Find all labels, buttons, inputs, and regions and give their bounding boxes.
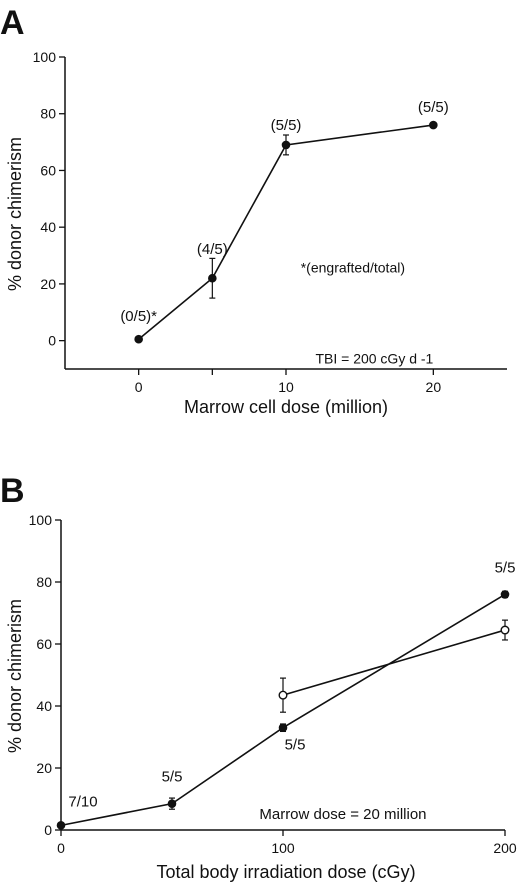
filled-point-a: [429, 120, 438, 130]
y-tick-label-a: 60: [40, 162, 56, 178]
x-axis-title-a: Marrow cell dose (million): [184, 397, 388, 417]
x-tick-label-b: 200: [493, 840, 517, 856]
panel-letter-b: B: [0, 472, 25, 510]
y-tick-label-a: 20: [40, 276, 56, 292]
panel-letter-a: A: [0, 4, 25, 42]
y-tick-label-b: 40: [36, 698, 52, 714]
y-tick-label-b: 80: [36, 574, 52, 590]
x-tick-label-b: 0: [57, 840, 65, 856]
y-tick-label-b: 0: [44, 822, 52, 838]
marks-b: 7/10 5/5 5/5 5/5: [56, 559, 516, 830]
x-tick-label-b: 100: [271, 840, 295, 856]
axes-b: 0 20 40 60 80 100 0 100 200: [29, 512, 517, 856]
footnote-annotation: *(engrafted/total): [301, 260, 405, 276]
point-label-b: 5/5: [495, 559, 516, 576]
y-tick-label-a: 100: [33, 49, 57, 65]
panel-a: A % donor chimerism Marrow cell dose (mi…: [0, 4, 507, 417]
series-line-b-0: [60, 593, 506, 827]
y-tick-label-b: 60: [36, 636, 52, 652]
y-tick-label-b: 20: [36, 760, 52, 776]
point-label-a: (4/5): [197, 241, 228, 258]
x-axis-title-b: Total body irradiation dose (cGy): [156, 862, 415, 882]
point-label-a: (0/5)*: [120, 308, 157, 325]
y-axis-title-a: % donor chimerism: [5, 137, 25, 291]
filled-point-a: [208, 273, 217, 283]
open-point-b: [500, 625, 510, 635]
marks-a: (0/5)* (4/5) (5/5) (5/5): [120, 99, 449, 344]
y-tick-label-a: 40: [40, 219, 56, 235]
axes-a: 0 20 40 60 80 100 0 10 20: [33, 49, 507, 395]
x-tick-label-a: 10: [278, 379, 294, 395]
y-tick-label-b: 100: [29, 512, 53, 528]
filled-point-b: [167, 799, 177, 808]
filled-point-a: [134, 334, 143, 344]
point-label-b: 5/5: [162, 769, 183, 786]
x-tick-label-a: 20: [426, 379, 442, 395]
y-tick-label-a: 0: [48, 333, 56, 349]
point-label-b: 5/5: [285, 737, 306, 754]
series-line-b-1: [282, 629, 506, 696]
open-point-b: [278, 690, 288, 700]
panel-b: B % donor chimerism Total body irradiati…: [0, 472, 517, 882]
marrow-dose-annotation: Marrow dose = 20 million: [259, 806, 426, 823]
series-line-a-0: [138, 124, 434, 340]
filled-point-b: [56, 821, 66, 830]
point-label-a: (5/5): [271, 117, 302, 134]
point-label-a: (5/5): [418, 99, 449, 116]
y-axis-title-b: % donor chimerism: [5, 599, 25, 753]
x-tick-label-a: 0: [135, 379, 143, 395]
y-tick-label-a: 80: [40, 106, 56, 122]
filled-point-a: [281, 140, 291, 150]
filled-point-b: [500, 590, 510, 599]
tbi-condition-annotation: TBI = 200 cGy d -1: [315, 350, 433, 366]
filled-point-b: [278, 723, 288, 733]
point-label-b: 7/10: [68, 793, 97, 810]
